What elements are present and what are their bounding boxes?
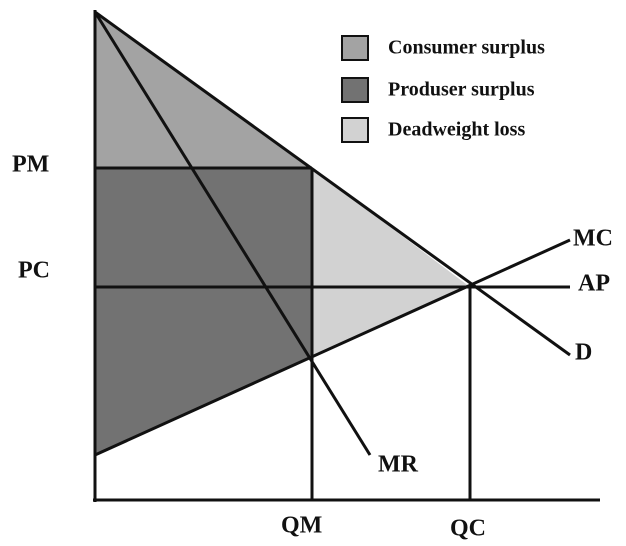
legend-swatch [341,77,369,103]
quantity-label: QM [281,513,322,539]
quantity-label: QC [450,516,486,542]
curve-label: MR [378,452,419,478]
mc-curve [94,238,571,457]
legend-label: Deadweight loss [388,119,525,141]
deadweight-loss-area [312,168,470,358]
legend-swatch [341,35,369,61]
price-label: PC [18,258,50,284]
curve-label: D [575,340,592,366]
legend-label: Consumer surplus [388,37,545,59]
producer-surplus-area [95,168,312,455]
legend-label: Produser surplus [388,79,535,101]
price-label: PM [12,152,49,178]
demand-curve [94,10,571,357]
curve-label: AP [578,271,610,297]
legend-swatch [341,117,369,143]
curve-label: MC [573,226,613,252]
mr-curve [93,11,372,456]
